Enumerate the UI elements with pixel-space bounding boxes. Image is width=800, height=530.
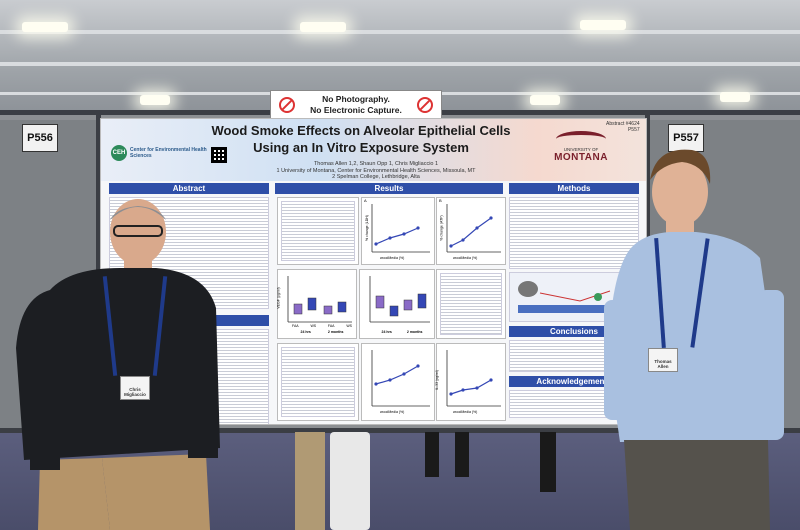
poster-title: Wood Smoke Effects on Alveolar Epithelia… [171,122,551,156]
board-frame [0,428,800,433]
umt-logo-small: UNIVERSITY OF [563,147,599,152]
ceiling-light [720,92,750,102]
ceh-logo-text: Center for Environmental Health Sciences [130,147,207,159]
methods-text [509,197,639,269]
vegf-time-labels: 24 hrs 2 months [292,330,352,334]
background-person-legs [295,432,325,530]
vegf-group-labels: FAA WS FAA WS [292,324,352,328]
poster-number-text: P557 [627,127,640,133]
poster-title-line1: Wood Smoke Effects on Alveolar Epithelia… [211,123,511,138]
group-label: FAA [292,324,299,328]
background-person-leg [540,432,556,492]
ceh-logo: CEH Center for Environmental Health Scie… [111,145,210,161]
vegf-box-plot-24h [287,276,352,323]
no-photo-text-line1: No Photography. [322,94,390,104]
ceiling-light [580,20,626,30]
figure-ldh-chart: A woodMedia (%) % change (LDH) [361,197,435,265]
tote-bag [330,432,370,530]
presenter-right: Thomas Allen [600,140,790,530]
time-label: 2 months [327,330,344,334]
atp-line-plot: B [439,198,501,253]
acknowledgements-header: Acknowledgements [509,376,639,387]
il33-time-labels: 24 hrs 2 months [374,330,430,334]
time-label: 24 hrs [300,330,311,334]
ceh-logo-mark: CEH [111,145,127,161]
ceiling-light [140,95,170,105]
research-poster: CEH Center for Environmental Health Scie… [100,118,647,425]
conclusions-header: Conclusions [509,326,639,337]
booth-number-right: P557 [668,124,704,152]
name-badge-right: Thomas Allen [648,348,678,372]
poster-affiliation-2: 2 Spelman College, Lethbridge, Alta [332,174,420,180]
figure-atp-chart: B woodMedia (%) % change (ATP) [436,197,506,265]
figure-1-text [277,197,359,265]
poster-author-list: Thomas Allen 1,2, Shaun Opp 1, Chris Mig… [313,161,439,167]
ceiling-truss [0,62,800,66]
background-person-leg [455,432,469,477]
ldh-x-axis-label: woodMedia (%) [380,256,405,260]
svg-text:B: B [439,198,442,203]
ceiling-light [300,22,346,32]
poster-authors: Thomas Allen 1,2, Shaun Opp 1, Chris Mig… [251,161,501,181]
svg-text:A: A [364,198,367,203]
vegf-line-plot [371,350,430,407]
figure-3-text [436,269,506,339]
il33-line-plot [446,350,501,407]
vegf-y-axis-label: VEGF (pg/ml) [276,287,281,309]
name-badge-left: Chris Migliaccio [120,376,150,400]
ldh-y-axis-label: % change (LDH) [364,215,369,241]
figure-il33-line: woodMedia (%) IL-33 (pg/ml) [434,343,506,421]
group-label: WS [310,324,317,328]
time-label: 2 months [406,330,423,334]
il33-box-plot [369,276,430,323]
ceiling-truss [0,30,800,34]
mountain-logo-icon [556,131,606,147]
ldh-line-plot: A [364,198,430,253]
ceiling-light [530,95,560,105]
results-column: Results [275,183,503,194]
vegf-line-x-axis-label: woodMedia (%) [380,410,405,414]
figure-vegf-line: woodMedia (%) [361,343,435,421]
university-of-montana-logo: UNIVERSITY OF MONTANA [541,131,621,163]
poster-title-line2: Using an In Vitro Exposure System [253,140,469,155]
figure-4-text [277,343,359,421]
il33-line-x-axis-label: woodMedia (%) [453,410,478,414]
background-person-leg [425,432,439,477]
poster-header [101,119,646,181]
time-label: 24 hrs [381,330,392,334]
no-camera-icon [279,97,295,113]
ceiling-light [22,22,68,32]
no-camera-icon [417,97,433,113]
figure-il33-box: 24 hrs 2 months [359,269,435,339]
abstract-header: Abstract [109,183,269,194]
abstract-number-text: Abstract #4624 [606,121,640,127]
poster-affiliation-1: 1 University of Montana, Center for Envi… [276,167,476,174]
umt-logo-big: MONTANA [554,152,608,163]
no-photo-text-line2: No Electronic Capture. [310,105,402,115]
results-header: Results [275,183,503,194]
presenter-left: Chris Migliaccio [10,198,220,530]
poster-abstract-number: Abstract #4624 P557 [606,121,640,133]
presenter-left-figure [16,199,220,530]
figure-vegf-24h: FAA WS FAA WS 24 hrs 2 months VEGF (pg/m… [277,269,357,339]
booth-number-left: P556 [22,124,58,152]
group-label: WS [346,324,352,328]
atp-x-axis-label: woodMedia (%) [453,256,478,260]
group-label: FAA [327,324,335,328]
no-photography-sign: No Photography. No Electronic Capture. [270,90,442,120]
atp-y-axis-label: % change (ATP) [439,215,444,241]
qr-code-icon [211,147,227,163]
il33-y-axis-label: IL-33 (pg/ml) [434,370,439,390]
methods-header: Methods [509,183,639,194]
